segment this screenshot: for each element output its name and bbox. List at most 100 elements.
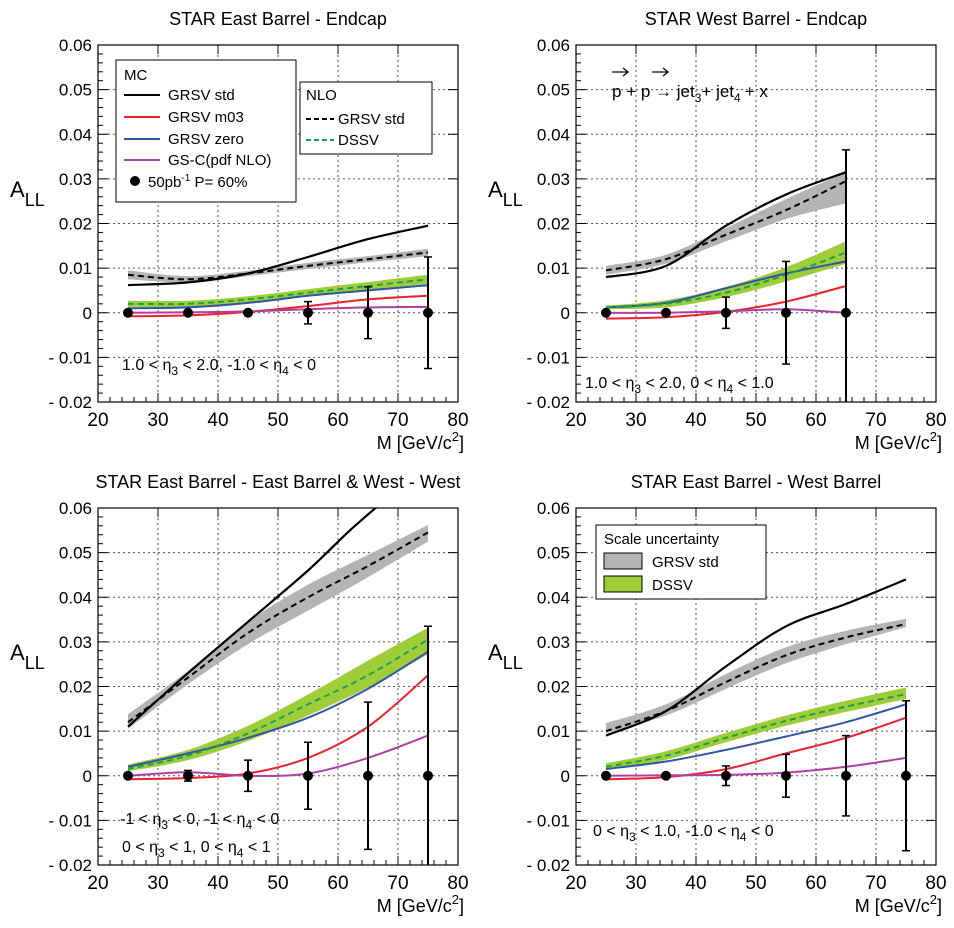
reaction-label: p + p → jet3+ jet4 + x [612,67,768,105]
x-tick-label: 30 [147,410,168,431]
legend-swatch-band-grsv [603,552,643,570]
reaction-text: p + p → jet3+ jet4 + x [612,82,768,105]
eta-range-annotation: 0 < η3 < 1.0, -1.0 < η4 < 0 [593,823,774,844]
legend-mc-item: GS-C(pdf NLO) [168,152,271,169]
legend-scale-title: Scale uncertainty [604,531,720,548]
x-tick-label: 50 [745,873,766,894]
y-axis-label: ALL [488,177,523,210]
x-tick-label: 20 [87,873,108,894]
legend-scale-item: GRSV std [652,554,719,571]
annotation-text: < 1, 0 < η [165,839,237,856]
x-tick-label: 80 [447,410,468,431]
annotation-text: < 1.0, -1.0 < η [636,823,740,840]
series-line-nlo-grsv-std [605,180,847,272]
y-tick-label: 0.05 [59,544,92,563]
legend-nlo-title: NLO [306,87,337,104]
annotation-text: 1.0 < η [585,375,634,392]
y-tick-label: - 0.01 [527,348,570,367]
y-tick-label: 0.03 [59,170,92,189]
annotation-text: -1 < η [120,811,161,828]
x-tick-label: 50 [745,410,766,431]
x-axis-label-main: M [GeV/c [855,433,930,453]
annotation-text: < 0 [289,357,316,374]
annotation-subscript: 4 [726,382,733,396]
legend-mc-title: MC [124,67,147,84]
annotation-text: < 0, -1 < η [168,811,245,828]
annotation-subscript: 3 [629,830,636,844]
band-grsv-std [606,618,906,734]
annotation-subscript: 4 [740,830,747,844]
data-point [901,770,911,781]
y-axis-label-sub: LL [503,653,523,673]
y-tick-label: 0.06 [59,499,92,518]
y-tick-label: 0.05 [537,81,570,100]
y-tick-label: 0.04 [59,588,92,607]
eta-range-annotation: 0 < η3 < 1, 0 < η4 < 1 [122,839,271,860]
series-line-nlo-dssv [127,638,429,771]
data-point [721,307,731,318]
plot-content [601,578,911,852]
annotation-text: 1.0 < η [122,357,171,374]
annotation-text: < 1 [243,839,270,856]
x-axis-label-close: ] [937,433,942,453]
series-line-nlo-dssv [605,251,847,309]
x-axis-label-close: ] [459,896,464,916]
y-tick-label: - 0.01 [49,811,92,830]
series-line-nlo-dssv [605,693,907,768]
x-tick-label: 60 [805,873,826,894]
x-axis-label: M [GeV/c2] [855,892,942,916]
legend-mc-item: GRSV std [168,87,235,104]
data-point [721,770,731,781]
y-axis-label: ALL [10,640,45,673]
y-tick-label: 0 [561,304,570,323]
series-line-nlo-grsv-std [127,251,429,281]
data-point [841,770,851,781]
chart-title: STAR West Barrel - Endcap [645,9,867,29]
x-tick-label: 50 [267,410,288,431]
panel-east-east-west-west: 20 30 40 50 60 70 80 - 0.02 - 0.01 0 0.01 0.02 0.03 0… [10,472,469,916]
x-tick-label: 70 [865,410,886,431]
y-tick-label: 0.06 [59,36,92,55]
x-tick-label: 70 [387,410,408,431]
series-line-gsc [127,734,429,777]
data-point [303,770,313,781]
y-tick-label: 0.01 [537,259,570,278]
y-axis-label-main: A [488,177,503,202]
data-point [423,770,433,781]
data-point [183,307,193,318]
y-axis-label: ALL [488,640,523,673]
x-axis-label-exp: 2 [452,892,459,907]
y-tick-label: 0.02 [537,678,570,697]
chart-title: STAR East Barrel - East Barrel & West - … [95,472,460,492]
y-axis-label-main: A [10,640,25,665]
y-tick-label: 0.01 [537,722,570,741]
y-tick-label: 0.03 [537,633,570,652]
x-tick-label: 20 [87,410,108,431]
arrow-head-p2 [662,67,669,77]
annotation-text: 0 < η [122,839,158,856]
annotation-text: < 0 [746,823,773,840]
y-axis-label-sub: LL [503,190,523,210]
y-tick-label: 0 [83,304,92,323]
series-line-grsv-std [127,508,378,728]
legend-nlo: NLO GRSV std DSSV [299,81,433,155]
series-line-grsv-std [127,224,429,287]
series-line-grsv-zero [127,650,429,768]
x-tick-label: 80 [447,873,468,894]
eta-range-annotation: 1.0 < η3 < 2.0, 0 < η4 < 1.0 [585,375,774,396]
arrow-head-p1 [622,67,629,77]
data-point [183,770,193,781]
y-axis-label: ALL [10,177,45,210]
plot-content [601,149,851,402]
annotation-subscript: 4 [245,818,252,832]
band-grsv-std [606,172,846,275]
x-axis-label: M [GeV/c2] [855,429,942,453]
data-point [661,770,671,781]
legend-scale-item: DSSV [652,577,693,594]
y-axis-label-sub: LL [25,190,45,210]
series-line-nlo-grsv-std [605,623,907,733]
y-tick-label: 0.04 [537,125,570,144]
x-axis-label-main: M [GeV/c [377,896,452,916]
y-tick-label: 0 [83,767,92,786]
